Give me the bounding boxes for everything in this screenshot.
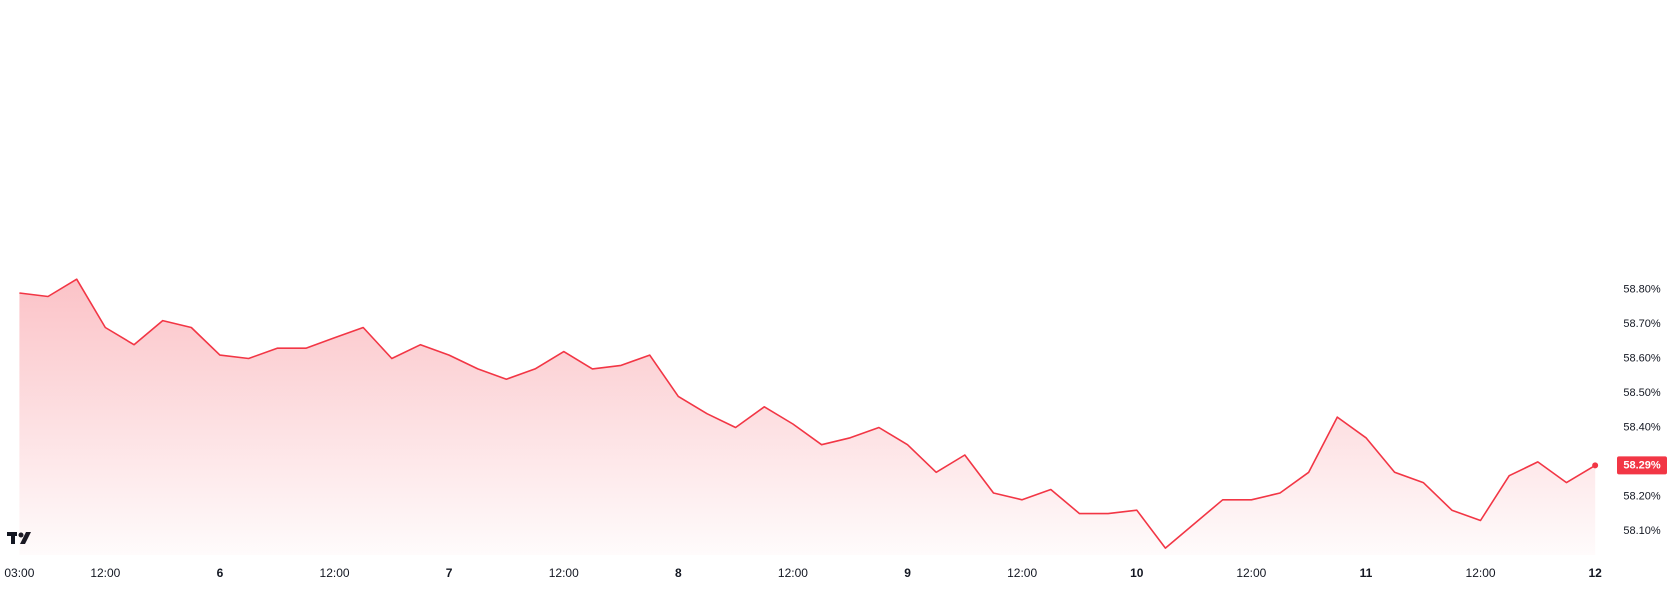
x-tick-label: 7 — [446, 566, 453, 580]
x-tick-label: 03:00 — [4, 566, 34, 580]
x-tick-label: 8 — [675, 566, 682, 580]
x-tick-label: 12:00 — [90, 566, 120, 580]
last-value-label: 58.29% — [1623, 459, 1661, 471]
y-tick-label: 58.70% — [1623, 318, 1661, 330]
y-tick-label: 58.80% — [1623, 283, 1661, 295]
x-tick-label: 12:00 — [1236, 566, 1266, 580]
x-tick-label: 12 — [1588, 566, 1602, 580]
x-tick-label: 6 — [217, 566, 224, 580]
y-tick-label: 58.40% — [1623, 421, 1661, 433]
x-tick-label: 12:00 — [1007, 566, 1037, 580]
last-value-badge — [1617, 456, 1667, 475]
x-tick-label: 9 — [904, 566, 911, 580]
x-tick-label: 11 — [1360, 566, 1373, 580]
x-tick-label: 12:00 — [320, 566, 350, 580]
y-tick-label: 58.10% — [1623, 525, 1661, 537]
x-tick-label: 12:00 — [549, 566, 579, 580]
line — [19, 278, 1596, 549]
y-tick-label: 58.50% — [1623, 387, 1661, 399]
y-tick-label: 58.60% — [1623, 352, 1661, 364]
x-tick-label: 10 — [1130, 566, 1144, 580]
x-tick-label: 12:00 — [778, 566, 808, 580]
last-point — [1592, 462, 1599, 469]
x-tick-label: 12:00 — [1466, 566, 1496, 580]
area-fill — [19, 279, 1596, 555]
y-tick-label: 58.20% — [1623, 490, 1661, 502]
